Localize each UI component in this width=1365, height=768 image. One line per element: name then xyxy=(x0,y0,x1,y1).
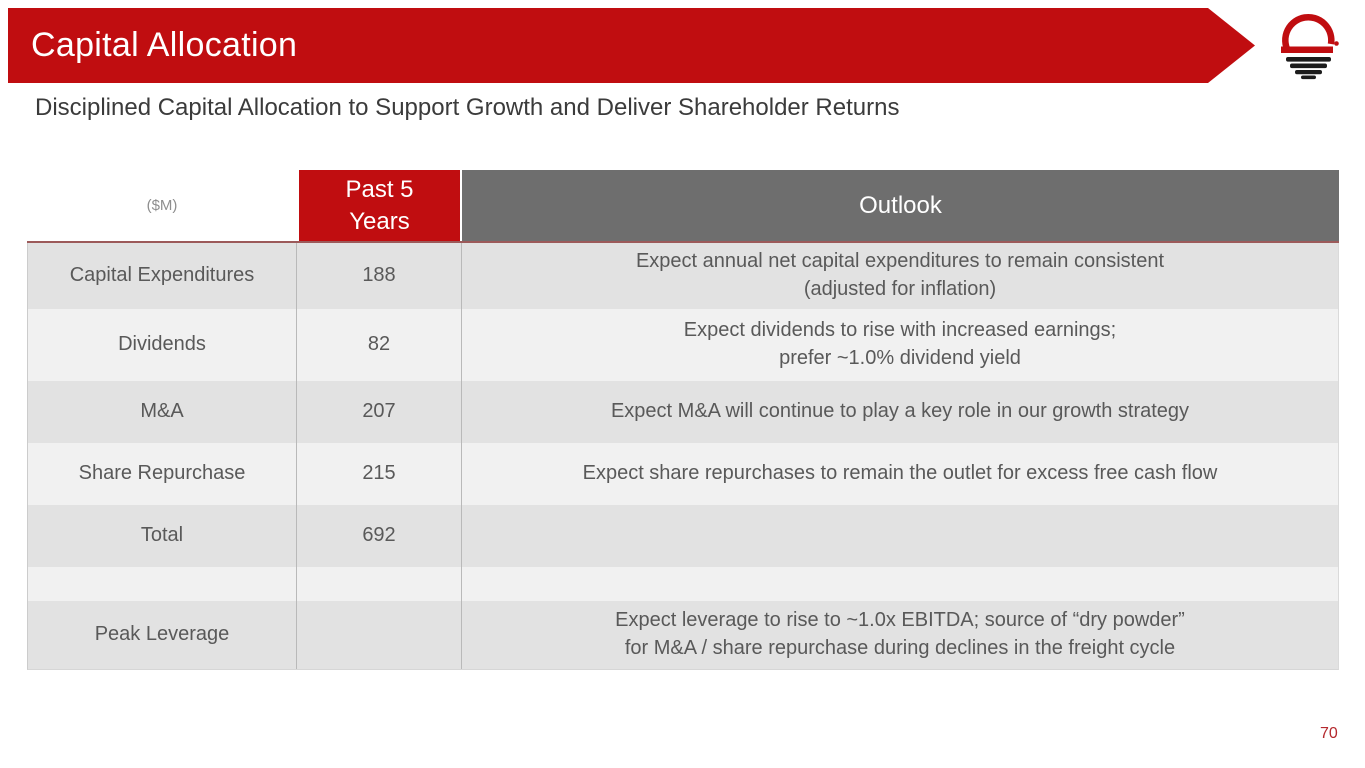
sun-over-water-logo-icon xyxy=(1281,13,1339,80)
table-row-dividends: Dividends 82 Expect dividends to rise wi… xyxy=(28,309,1338,381)
row-value: 207 xyxy=(297,381,462,443)
row-outlook: Expect share repurchases to remain the o… xyxy=(582,462,1218,485)
slide-header-banner: Capital Allocation xyxy=(8,8,1255,83)
table-row-peak-leverage: Peak Leverage Expect leverage to rise to… xyxy=(28,601,1338,669)
table-row-capital-expenditures: Capital Expenditures 188 Expect annual n… xyxy=(28,243,1338,309)
row-value: 188 xyxy=(297,243,462,309)
table-row-share-repurchase: Share Repurchase 215 Expect share repurc… xyxy=(28,443,1338,505)
row-outlook: Expect leverage to rise to ~1.0x EBITDA;… xyxy=(615,609,1185,659)
row-label: M&A xyxy=(28,381,297,443)
table-row-ma: M&A 207 Expect M&A will continue to play… xyxy=(28,381,1338,443)
page-title: Capital Allocation xyxy=(31,26,298,64)
unit-header-cell: ($M) xyxy=(27,170,297,241)
table-body: Capital Expenditures 188 Expect annual n… xyxy=(27,243,1339,670)
capital-allocation-table: ($M) Past 5 Years Outlook Capital Expend… xyxy=(27,170,1339,670)
company-logo xyxy=(1276,10,1344,85)
row-value: 82 xyxy=(297,309,462,381)
past-5-years-header-cell: Past 5 Years xyxy=(297,170,462,241)
table-row-spacer xyxy=(28,567,1338,601)
row-value: 215 xyxy=(297,443,462,505)
outlook-header-cell: Outlook xyxy=(462,170,1339,241)
row-label xyxy=(28,567,297,601)
row-outlook: Expect M&A will continue to play a key r… xyxy=(610,400,1190,423)
row-outlook: Expect annual net capital expenditures t… xyxy=(635,250,1165,300)
row-label: Dividends xyxy=(28,309,297,381)
row-value: 692 xyxy=(297,505,462,567)
row-outlook xyxy=(462,505,1338,567)
table-header-row: ($M) Past 5 Years Outlook xyxy=(27,170,1339,243)
row-value xyxy=(297,567,462,601)
row-label: Total xyxy=(28,505,297,567)
row-outlook xyxy=(462,567,1338,601)
row-label: Capital Expenditures xyxy=(28,243,297,309)
row-value xyxy=(297,601,462,669)
row-label: Peak Leverage xyxy=(28,601,297,669)
row-label: Share Repurchase xyxy=(28,443,297,505)
row-outlook: Expect dividends to rise with increased … xyxy=(683,319,1117,369)
page-number: 70 xyxy=(1320,725,1338,742)
slide-subtitle: Disciplined Capital Allocation to Suppor… xyxy=(35,94,900,121)
table-row-total: Total 692 xyxy=(28,505,1338,567)
